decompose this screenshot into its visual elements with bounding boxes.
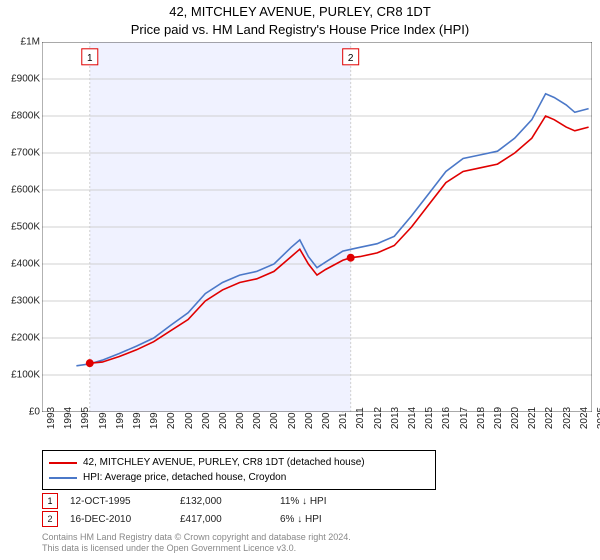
- y-tick-label: £200K: [0, 333, 40, 344]
- y-tick-label: £100K: [0, 370, 40, 381]
- y-tick-label: £500K: [0, 222, 40, 233]
- marker-badge-2-num: 2: [47, 514, 52, 524]
- chart-container: 42, MITCHLEY AVENUE, PURLEY, CR8 1DT Pri…: [0, 0, 600, 560]
- svg-text:2: 2: [348, 53, 354, 64]
- legend-item-series1: 42, MITCHLEY AVENUE, PURLEY, CR8 1DT (de…: [49, 455, 429, 470]
- marker-badge-1: 1: [42, 493, 58, 509]
- legend: 42, MITCHLEY AVENUE, PURLEY, CR8 1DT (de…: [42, 450, 436, 490]
- legend-swatch-2: [49, 477, 77, 479]
- y-tick-label: £1M: [0, 37, 40, 48]
- chart-svg: 12: [42, 42, 592, 412]
- y-tick-label: £300K: [0, 296, 40, 307]
- sale-date-2: 16-DEC-2010: [70, 514, 180, 525]
- legend-label-2: HPI: Average price, detached house, Croy…: [83, 470, 286, 485]
- x-tick-label: 2025: [596, 407, 600, 429]
- legend-item-series2: HPI: Average price, detached house, Croy…: [49, 470, 429, 485]
- y-tick-label: £900K: [0, 74, 40, 85]
- sale-row-2: 2 16-DEC-2010 £417,000 6% ↓ HPI: [38, 510, 380, 528]
- y-tick-label: £0: [0, 407, 40, 418]
- y-tick-label: £400K: [0, 259, 40, 270]
- sale-hpi-2: 6% ↓ HPI: [280, 514, 380, 525]
- attribution-line2: This data is licensed under the Open Gov…: [42, 543, 351, 554]
- attribution-line1: Contains HM Land Registry data © Crown c…: [42, 532, 351, 543]
- marker-badge-1-num: 1: [47, 496, 52, 506]
- attribution: Contains HM Land Registry data © Crown c…: [42, 532, 351, 555]
- sale-hpi-1: 11% ↓ HPI: [280, 496, 380, 507]
- y-tick-label: £600K: [0, 185, 40, 196]
- title-subtitle: Price paid vs. HM Land Registry's House …: [0, 22, 600, 37]
- sales-table: 1 12-OCT-1995 £132,000 11% ↓ HPI 2 16-DE…: [38, 492, 380, 528]
- sale-price-1: £132,000: [180, 496, 280, 507]
- marker-badge-2: 2: [42, 511, 58, 527]
- legend-label-1: 42, MITCHLEY AVENUE, PURLEY, CR8 1DT (de…: [83, 455, 365, 470]
- y-tick-label: £800K: [0, 111, 40, 122]
- sale-price-2: £417,000: [180, 514, 280, 525]
- title-address: 42, MITCHLEY AVENUE, PURLEY, CR8 1DT: [0, 4, 600, 19]
- svg-text:1: 1: [87, 53, 93, 64]
- sale-date-1: 12-OCT-1995: [70, 496, 180, 507]
- legend-swatch-1: [49, 462, 77, 464]
- sale-row-1: 1 12-OCT-1995 £132,000 11% ↓ HPI: [38, 492, 380, 510]
- y-tick-label: £700K: [0, 148, 40, 159]
